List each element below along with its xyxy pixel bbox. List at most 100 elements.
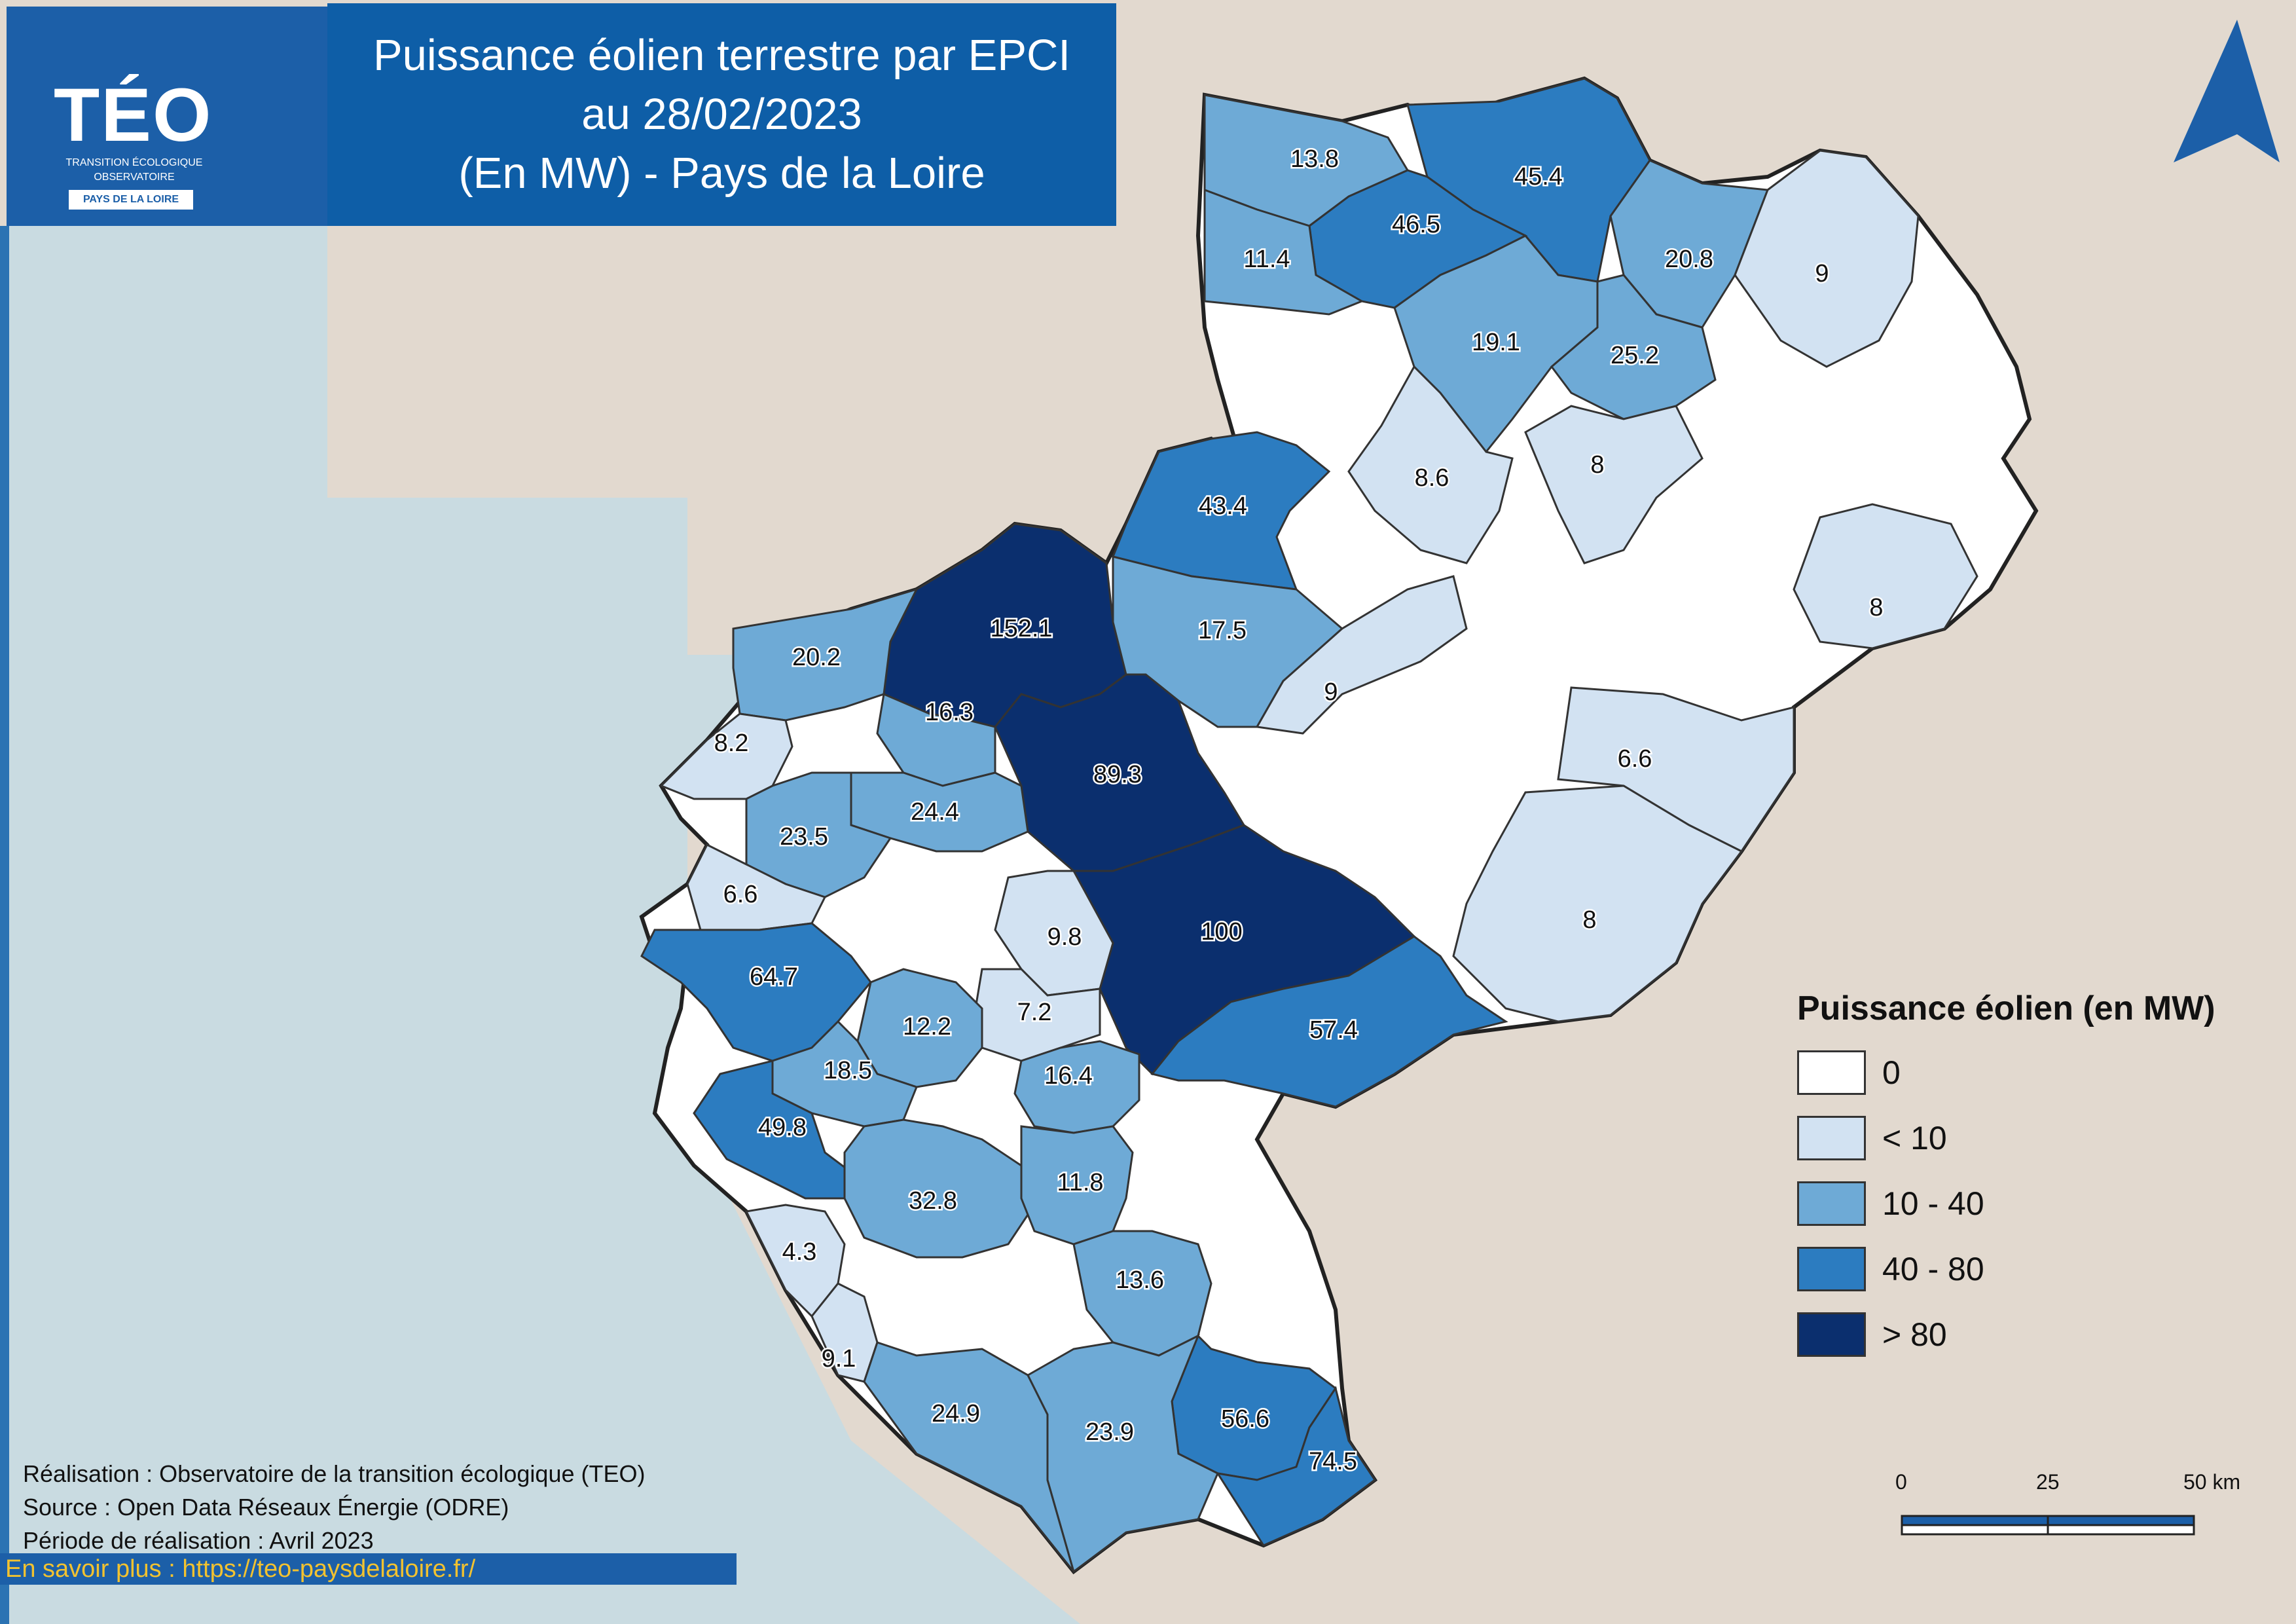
epci-value: 17.5	[1198, 617, 1247, 644]
credits: Réalisation : Observatoire de la transit…	[23, 1457, 645, 1557]
epci-value: 23.9	[1085, 1418, 1134, 1446]
epci-zone-49-8	[693, 1060, 852, 1200]
epci-zone-16-4	[1013, 1040, 1140, 1134]
logo-name: TÉO	[54, 73, 213, 157]
epci-value: 8.2	[714, 729, 749, 757]
epci-zone-74-5	[1215, 1386, 1377, 1547]
epci-value: 9.8	[1048, 923, 1082, 951]
legend-item: 40 - 80	[1797, 1236, 2215, 1302]
epci-value: 20.2	[792, 644, 841, 671]
epci-value: 11.8	[1057, 1169, 1103, 1196]
scale-label-25: 25	[2036, 1470, 2060, 1494]
epci-zone-9-centre	[1255, 575, 1468, 735]
scale-bar	[1901, 1515, 2195, 1536]
epci-value: 9.1	[822, 1345, 856, 1373]
epci-value: 9	[1815, 260, 1829, 287]
legend-swatch	[1797, 1116, 1866, 1160]
epci-value: 8	[1582, 906, 1596, 934]
legend: Puissance éolien (en MW) 0 < 10 10 - 40 …	[1797, 989, 2215, 1367]
epci-value: 32.8	[909, 1187, 957, 1215]
epci-zone-8-ne	[1524, 405, 1704, 564]
epci-zone-23-9	[1027, 1333, 1219, 1574]
epci-zone-8-se	[1452, 784, 1743, 1023]
epci-zone-13-6	[1072, 1230, 1212, 1357]
epci-labels: 13.8 45.4 46.5 11.4 20.8 9 19.1 25.2 8.6…	[712, 144, 1885, 1477]
epci-value: 13.6	[1116, 1266, 1164, 1294]
legend-swatch	[1797, 1247, 1866, 1291]
logo-subtitle-2: OBSERVATOIRE	[94, 172, 175, 183]
epci-value: 74.5	[1309, 1448, 1357, 1475]
epci-value: 7.2	[1017, 999, 1052, 1026]
epci-value: 100	[1201, 918, 1242, 946]
legend-title: Puissance éolien (en MW)	[1797, 989, 2215, 1027]
epci-zone-20-2	[732, 587, 919, 722]
more-info-link[interactable]: En savoir plus : https://teo-paysdelaloi…	[0, 1553, 737, 1585]
epci-zone-9-north	[1734, 149, 1920, 368]
logo-region: PAYS DE LA LOIRE	[69, 190, 193, 210]
left-frame-edge	[0, 226, 9, 1624]
logo-subtitle: TRANSITION ÉCOLOGIQUE	[65, 157, 203, 168]
map-title: Puissance éolien terrestre par EPCI au 2…	[327, 3, 1116, 226]
epci-value: 89.3	[1093, 761, 1142, 788]
epci-zone-89-3	[994, 673, 1246, 872]
epci-value: 49.8	[758, 1114, 807, 1141]
epci-value: 24.4	[911, 798, 959, 826]
epci-value: 6.6	[723, 881, 758, 908]
epci-value: 11.4	[1243, 246, 1290, 273]
epci-value: 23.5	[780, 823, 828, 851]
epci-value: 20.8	[1665, 246, 1713, 273]
credit-period: Période de réalisation : Avril 2023	[23, 1527, 374, 1554]
epci-zone-11-4	[1203, 188, 1364, 316]
credit-realisation: Réalisation : Observatoire de la transit…	[23, 1460, 646, 1487]
epci-zone-11-8	[1020, 1125, 1134, 1246]
epci-value: 56.6	[1221, 1405, 1269, 1433]
epci-zone-64-7	[640, 922, 872, 1062]
epci-zone-8-6	[1347, 365, 1514, 564]
legend-swatch	[1797, 1312, 1866, 1357]
epci-value: 9	[1324, 678, 1338, 706]
epci-zone-8-east	[1793, 503, 1978, 650]
epci-value: 57.4	[1309, 1016, 1358, 1044]
epci-value: 12.2	[903, 1013, 951, 1041]
epci-value: 6.6	[1618, 745, 1652, 773]
legend-item: < 10	[1797, 1105, 2215, 1171]
legend-swatch	[1797, 1181, 1866, 1226]
epci-value: 45.4	[1514, 163, 1563, 191]
epci-value: 8	[1869, 594, 1883, 621]
epci-value: 8.6	[1415, 464, 1449, 492]
legend-label: 0	[1882, 1054, 1901, 1091]
title-line-3: (En MW) - Pays de la Loire	[458, 149, 985, 198]
epci-value: 64.7	[750, 963, 798, 991]
epci-zone-8-2	[659, 712, 793, 800]
legend-label: < 10	[1882, 1120, 1947, 1156]
epci-value: 8	[1590, 451, 1604, 479]
title-line-1: Puissance éolien terrestre par EPCI	[373, 31, 1071, 80]
epci-value: 46.5	[1392, 211, 1440, 238]
legend-item: 10 - 40	[1797, 1171, 2215, 1236]
sea-area-coast	[0, 655, 1080, 1624]
epci-value: 19.1	[1472, 329, 1520, 356]
scale-label-50: 50 km	[2183, 1470, 2241, 1494]
scale-label-0: 0	[1895, 1470, 1907, 1494]
title-line-2: au 28/02/2023	[581, 90, 862, 139]
epci-value: 16.3	[925, 699, 974, 726]
epci-value: 24.9	[932, 1400, 980, 1428]
epci-value: 18.5	[824, 1057, 872, 1084]
legend-swatch	[1797, 1050, 1866, 1095]
teo-logo: TÉO TRANSITION ÉCOLOGIQUE OBSERVATOIRE P…	[7, 7, 327, 226]
epci-zone-6-6-east	[1557, 686, 1795, 853]
legend-label: 40 - 80	[1882, 1251, 1984, 1287]
epci-value: 43.4	[1199, 492, 1247, 520]
epci-value: 152.1	[990, 615, 1052, 642]
epci-value: 13.8	[1290, 145, 1339, 173]
epci-value: 4.3	[782, 1238, 817, 1266]
epci-zone-4-3	[744, 1204, 846, 1318]
legend-label: > 80	[1882, 1316, 1947, 1353]
north-arrow-icon	[2174, 20, 2280, 162]
epci-value: 25.2	[1611, 342, 1659, 369]
credit-source: Source : Open Data Réseaux Énergie (ODRE…	[23, 1494, 509, 1521]
epci-value: 16.4	[1044, 1062, 1093, 1090]
legend-item: 0	[1797, 1040, 2215, 1105]
epci-polygons	[640, 77, 1978, 1574]
